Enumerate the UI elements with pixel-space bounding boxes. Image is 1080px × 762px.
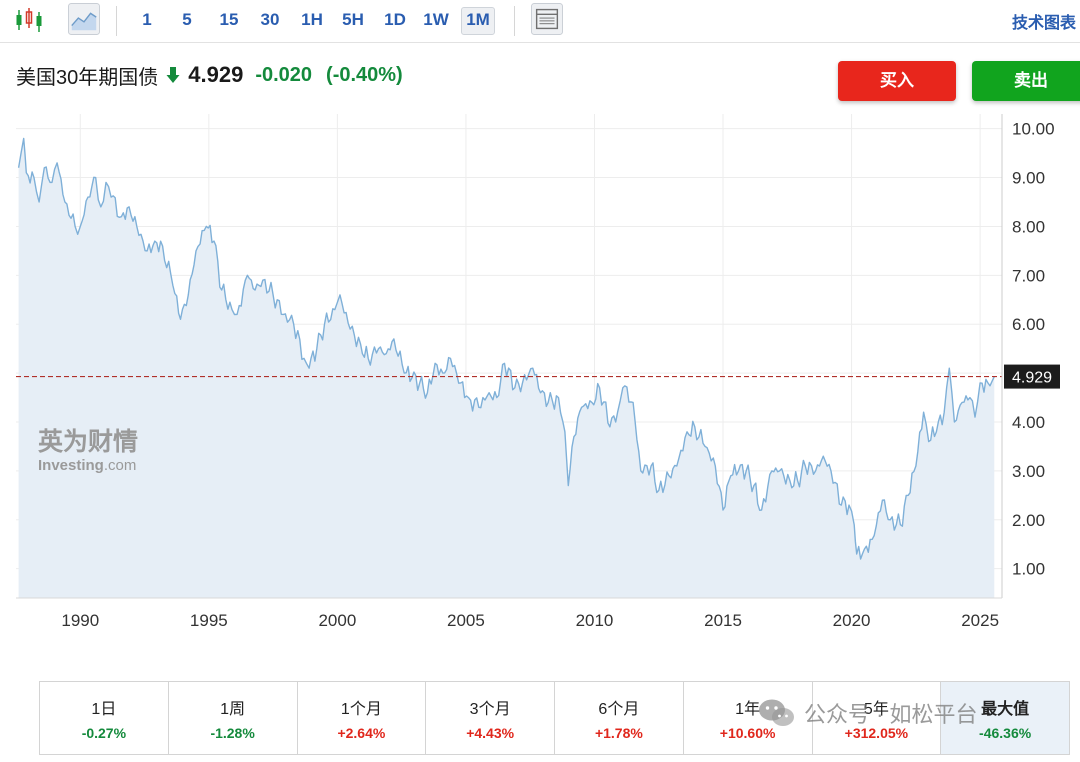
x-tick-label: 2015 [704,611,742,630]
performance-table: 1日 -0.27% 1周 -1.28% 1个月 +2.64% 3个月 +4.43% 6个月 +1.… [39,681,1070,755]
down-arrow-icon [166,67,180,83]
performance-period-label: 1个月 [340,701,382,718]
performance-cell[interactable]: 最大值 -46.36% [941,682,1069,754]
investing-logo: 英为财情 Investing.com [38,427,138,474]
x-tick-label: 2005 [447,611,485,630]
y-tick-label: 7.00 [1012,266,1045,285]
price-chart[interactable]: 英为财情 Investing.com 1.002.003.004.005.006… [0,108,1080,638]
toolbar-divider [514,6,515,36]
area-chart-icon[interactable] [67,3,101,35]
performance-period-label: 1周 [220,701,246,718]
quote-header: 美国30年期国债 4.929 -0.020 (-0.40%) [16,60,403,90]
interval-5min[interactable]: 5 [182,10,192,29]
performance-change-value: +10.60% [719,725,776,741]
sell-button[interactable]: 卖出 [972,61,1080,101]
logo-en-suffix: .com [104,457,137,474]
toolbar-divider [116,6,117,36]
performance-cell[interactable]: 1年 +10.60% [684,682,813,754]
y-tick-label: 3.00 [1012,462,1045,481]
instrument-name: 美国30年期国债 [16,66,159,89]
y-axis: 1.002.003.004.005.006.007.008.009.0010.0… [1001,114,1055,598]
y-tick-label: 2.00 [1012,511,1045,530]
y-tick-label: 9.00 [1012,169,1045,188]
technical-chart-link[interactable]: 技术图表 [1011,15,1076,32]
performance-change-value: +1.78% [594,725,643,741]
y-tick-label: 6.00 [1012,315,1045,334]
performance-cell[interactable]: 1周 -1.28% [169,682,298,754]
performance-cell[interactable]: 1日 -0.27% [40,682,169,754]
performance-period-label: 5年 [863,701,889,718]
y-tick-label: 1.00 [1012,560,1045,579]
series-area-fill [18,138,995,598]
interval-1d[interactable]: 1D [384,10,406,29]
x-tick-label: 2000 [318,611,356,630]
table-view-icon[interactable] [530,3,564,35]
x-tick-label: 1995 [190,611,228,630]
performance-change-value: +312.05% [844,725,909,741]
x-tick-label: 2020 [833,611,871,630]
current-value-badge-group: 4.929 [1004,364,1060,389]
x-tick-label: 2010 [576,611,614,630]
performance-cell[interactable]: 3个月 +4.43% [426,682,555,754]
performance-period-label: 6个月 [598,701,640,718]
performance-change-value: +2.64% [337,725,386,741]
chart-toolbar: 1 5 15 30 1H 5H 1D 1W 1M 技术图表 [0,0,1080,43]
current-value-label: 4.929 [1012,370,1052,387]
y-tick-label: 4.00 [1012,413,1045,432]
performance-period-label: 最大值 [981,701,1030,718]
x-axis: 1990 1995 2000 2005 2010 2015 2020 2025 [16,597,1002,630]
performance-cell[interactable]: 5年 +312.05% [813,682,942,754]
interval-1h[interactable]: 1H [301,10,323,29]
performance-cell[interactable]: 1个月 +2.64% [298,682,427,754]
performance-cell[interactable]: 6个月 +1.78% [555,682,684,754]
interval-30min[interactable]: 30 [260,10,280,29]
interval-15min[interactable]: 15 [219,10,239,29]
logo-cn-text: 英为财情 [38,427,138,456]
interval-1w[interactable]: 1W [423,10,449,29]
x-tick-label: 1990 [61,611,99,630]
last-price: 4.929 [188,62,244,87]
price-change: -0.020 [255,63,313,86]
chart-line [17,137,995,560]
interval-1m[interactable]: 1M [461,7,495,35]
price-change-percent: (-0.40%) [326,63,403,86]
current-value-badge [1004,364,1060,389]
y-tick-label: 10.00 [1012,120,1055,139]
chart-area [18,138,995,598]
interval-1min[interactable]: 1 [142,10,152,29]
performance-period-label: 1年 [735,701,761,718]
interval-5h[interactable]: 5H [342,10,364,29]
x-tick-label: 2025 [961,611,999,630]
performance-change-value: -46.36% [979,725,1032,741]
candlestick-icon[interactable] [14,4,44,36]
logo-en-text: Investing [38,457,104,474]
performance-period-label: 3个月 [469,701,511,718]
performance-change-value: -0.27% [81,725,127,741]
performance-change-value: +4.43% [466,725,515,741]
buy-button[interactable]: 买入 [838,61,956,101]
performance-change-value: -1.28% [210,725,255,741]
series-line [17,137,995,560]
y-tick-label: 8.00 [1012,217,1045,236]
performance-period-label: 1日 [91,701,117,718]
svg-text:Investing.com: Investing.com [38,457,136,474]
